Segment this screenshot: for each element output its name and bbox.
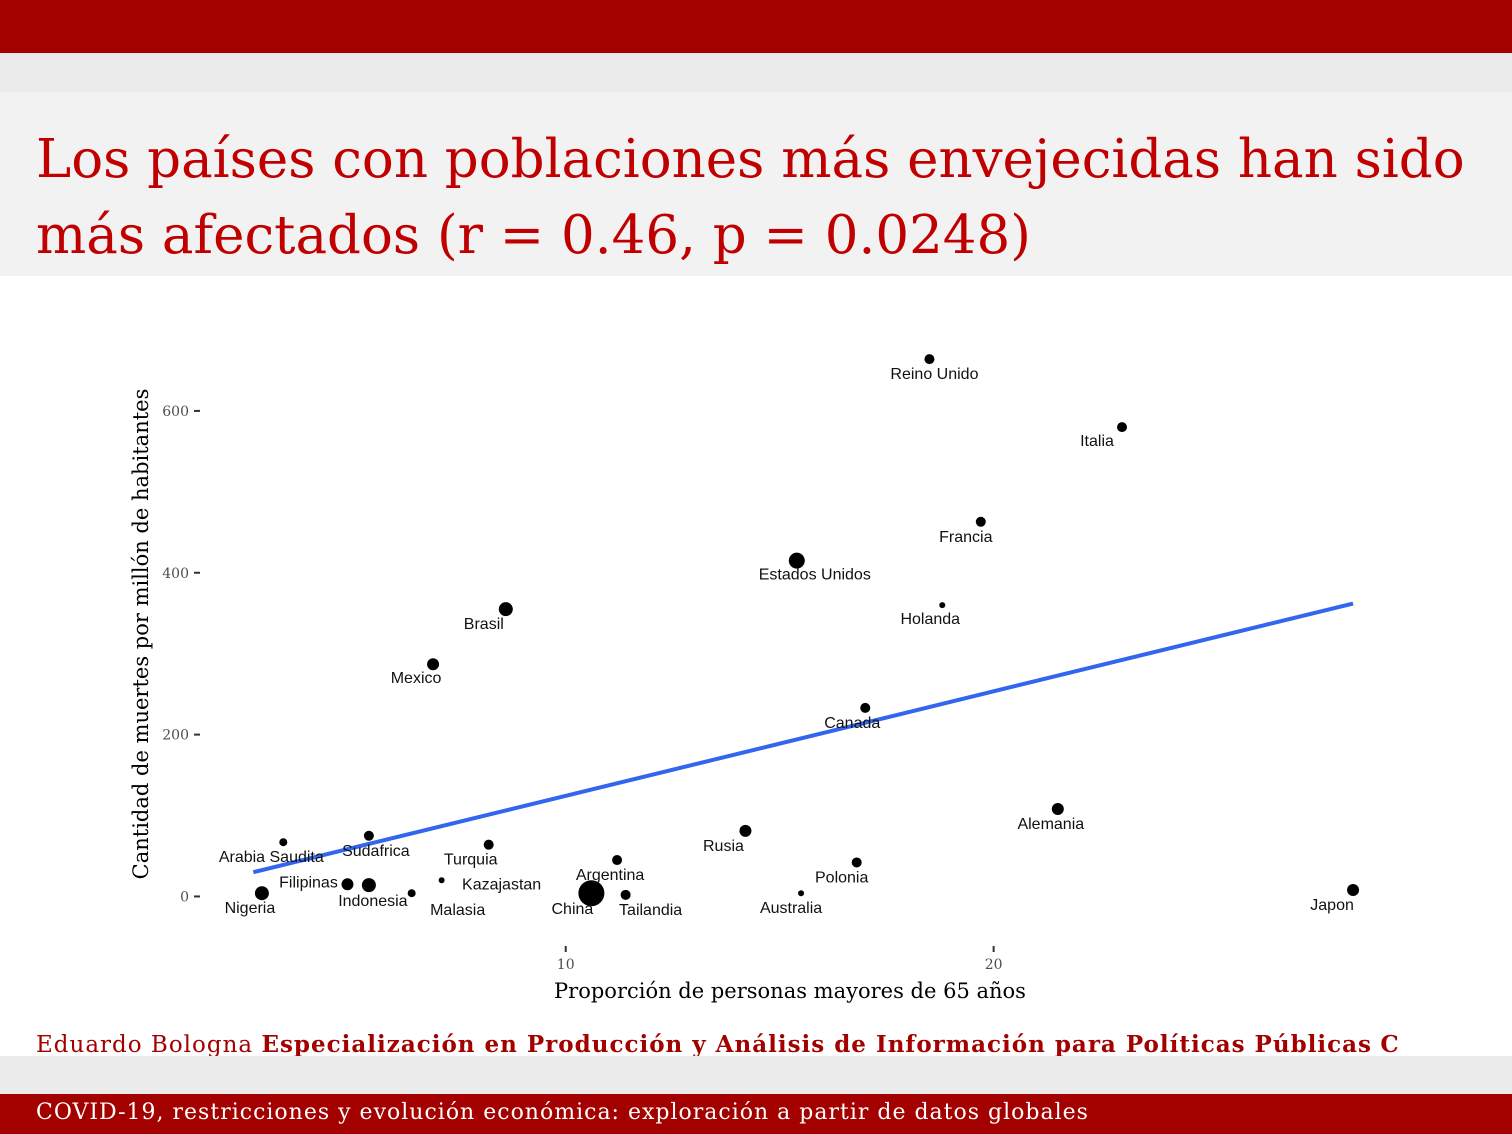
- point-label: Italia: [1080, 433, 1114, 450]
- point-label: Holanda: [900, 611, 960, 628]
- data-point: [483, 839, 494, 850]
- point-label: Turquia: [444, 852, 498, 869]
- point-label: Kazajastan: [462, 876, 541, 893]
- data-point: [612, 855, 623, 866]
- point-label: Malasia: [430, 902, 485, 919]
- footer-author-line: Eduardo Bologna Especialización en Produ…: [36, 1031, 1400, 1058]
- footer-title: COVID-19, restricciones y evolución econ…: [36, 1100, 1089, 1125]
- point-label: Indonesia: [338, 893, 407, 910]
- point-label: Nigeria: [225, 900, 276, 917]
- top-gray-band: [0, 53, 1512, 92]
- y-tick-label: 200: [162, 728, 189, 744]
- data-point: [279, 838, 288, 847]
- y-axis: 0 200 400 600: [162, 404, 200, 905]
- y-tick-label: 400: [162, 566, 189, 582]
- data-point: [578, 880, 605, 907]
- slide-title-line-2: más afectados (r = 0.46, p = 0.0248): [36, 205, 1031, 266]
- point-label: Brasil: [464, 616, 504, 633]
- data-point: [1347, 883, 1360, 896]
- footer-gray-band: [0, 1056, 1512, 1094]
- top-accent-bar: [0, 0, 1512, 53]
- data-point: [788, 552, 805, 569]
- title-block: [0, 92, 1512, 276]
- scatter-chart: 0 200 400 600 10 20 Reino Unido Italia Francia…: [129, 354, 1360, 1003]
- data-point: [341, 878, 354, 891]
- bottom-accent-bar: [0, 1094, 1512, 1134]
- point-label: Filipinas: [279, 874, 338, 891]
- point-label: Tailandia: [619, 902, 682, 919]
- labels-layer: Reino Unido Italia Francia Estados Unidos Ho…: [219, 366, 1354, 919]
- slide-title: Los países con poblaciones más envejecid…: [36, 122, 1476, 274]
- point-label: Argentina: [576, 867, 645, 884]
- data-point: [1117, 422, 1127, 433]
- point-label: Arabia Saudita: [219, 849, 324, 866]
- data-point: [924, 354, 935, 365]
- y-axis-title: Cantidad de muertes por millón de habita…: [129, 389, 153, 880]
- data-point: [620, 889, 631, 900]
- data-point: [363, 830, 374, 841]
- data-point: [851, 857, 862, 868]
- footer-program-cut: C: [1380, 1031, 1400, 1058]
- points-layer: [254, 354, 1360, 907]
- point-label: Sudafrica: [342, 843, 410, 860]
- trend-line: [252, 601, 1354, 875]
- data-point: [860, 702, 871, 713]
- data-point: [407, 889, 416, 898]
- point-label: Australia: [760, 900, 822, 917]
- point-label: Canada: [824, 715, 880, 732]
- slide-title-line-1: Los países con poblaciones más envejecid…: [36, 129, 1465, 190]
- x-tick-label: 20: [985, 957, 1003, 973]
- point-label: Mexico: [391, 670, 442, 687]
- data-point: [975, 516, 986, 527]
- y-tick-label: 600: [162, 404, 189, 420]
- data-point: [254, 886, 269, 901]
- point-label: Reino Unido: [890, 366, 978, 383]
- point-label: Rusia: [703, 838, 744, 855]
- point-label: Alemania: [1017, 816, 1084, 833]
- data-point: [1051, 803, 1064, 816]
- data-point: [798, 890, 805, 897]
- point-label: Japon: [1310, 897, 1354, 914]
- x-axis: 10 20: [557, 946, 1003, 973]
- data-point: [427, 658, 440, 671]
- point-label: Polonia: [815, 869, 868, 886]
- footer-author: Eduardo Bologna: [36, 1032, 254, 1058]
- point-label: China: [551, 901, 593, 918]
- x-tick-label: 10: [557, 957, 575, 973]
- y-tick-label: 0: [180, 889, 189, 905]
- point-label: Estados Unidos: [759, 567, 871, 584]
- data-point: [939, 602, 946, 609]
- data-point: [361, 878, 376, 893]
- data-point: [438, 877, 445, 884]
- point-label: Francia: [939, 529, 992, 546]
- footer-program: Especialización en Producción y Análisis…: [261, 1031, 1372, 1058]
- data-point: [498, 602, 513, 617]
- x-axis-title: Proporción de personas mayores de 65 año…: [554, 979, 1026, 1003]
- data-point: [739, 824, 752, 837]
